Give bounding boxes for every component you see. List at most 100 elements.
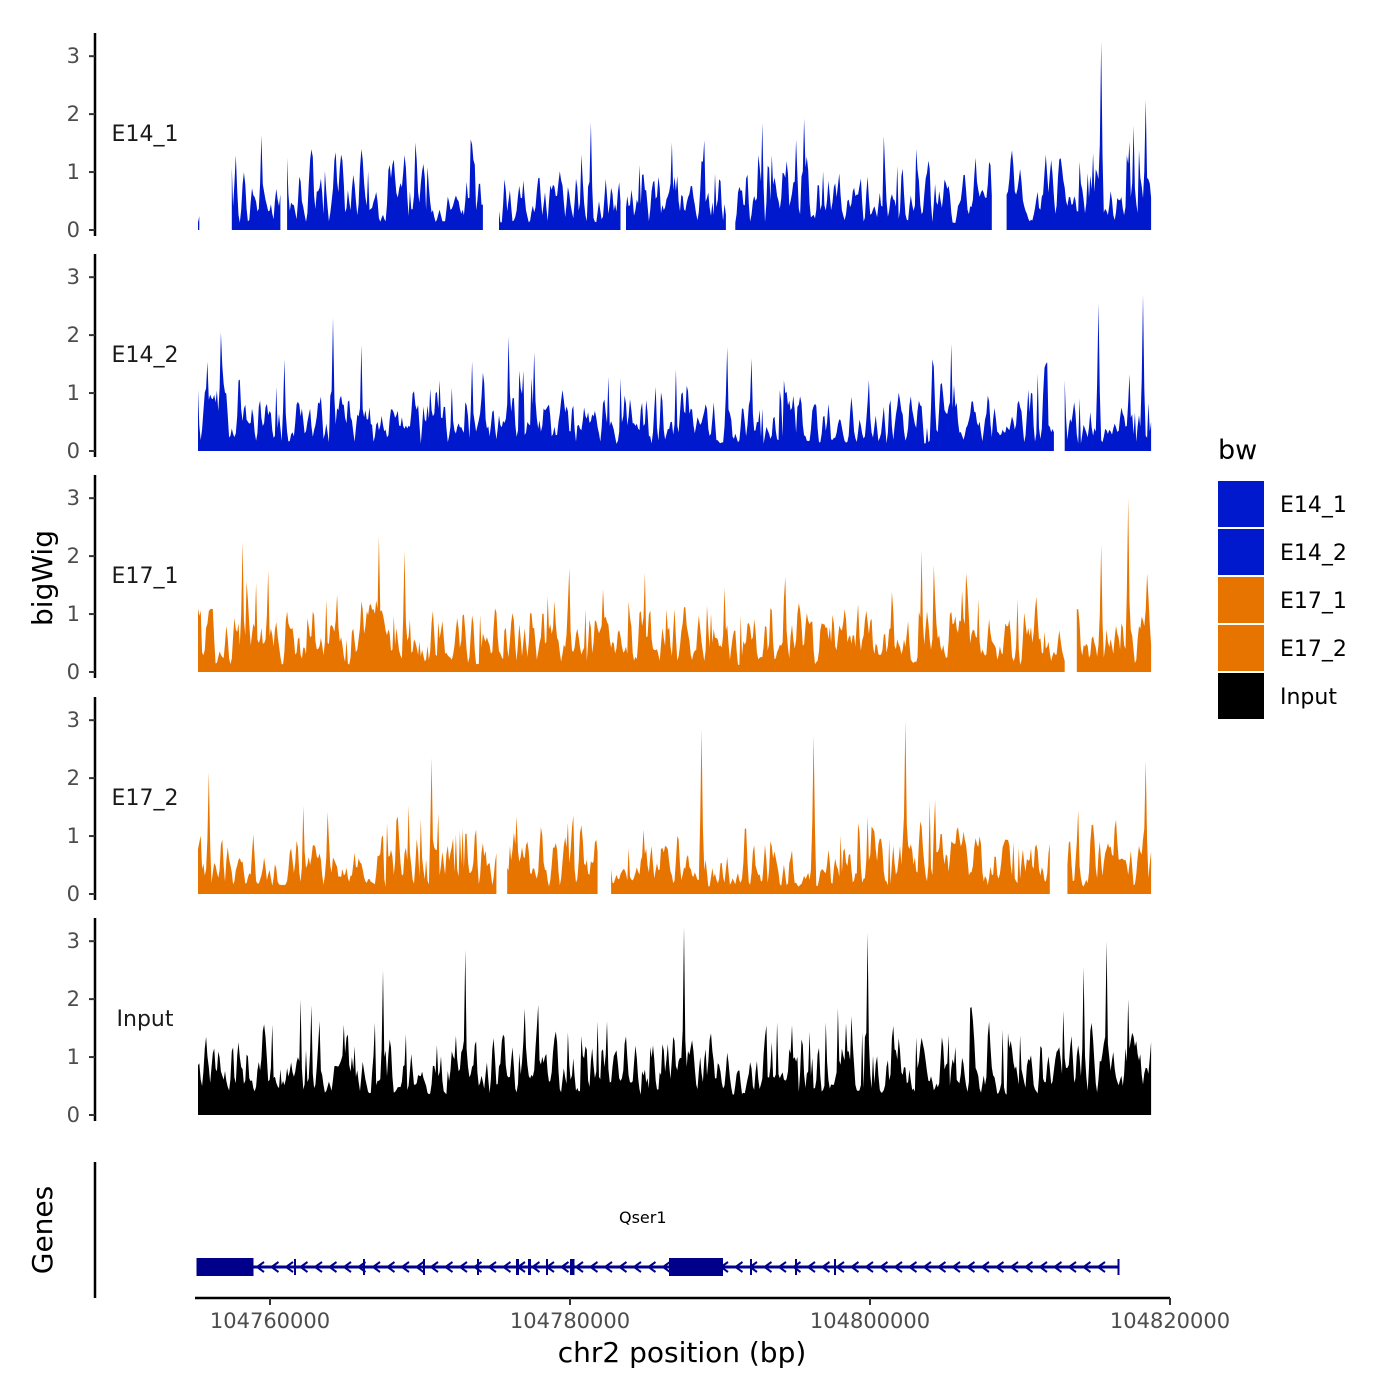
- strand-arrow: [1067, 1261, 1077, 1273]
- gene-name-label: Qser1: [619, 1208, 667, 1227]
- y-tick-label: 2: [67, 544, 80, 568]
- x-tick-label: 104760000: [210, 1309, 330, 1333]
- strand-arrow: [588, 1261, 599, 1273]
- track-label: Input: [117, 1007, 174, 1032]
- coverage-area-e14-2: [198, 294, 1152, 451]
- strand-arrow: [472, 1261, 483, 1273]
- coverage-area-e17-2: [198, 720, 1152, 894]
- strand-arrow: [458, 1261, 468, 1273]
- gene-exon: [196, 1258, 254, 1276]
- strand-arrow: [907, 1261, 918, 1273]
- gene-axis-title: Genes: [26, 1186, 59, 1274]
- strand-arrow: [269, 1261, 280, 1273]
- strand-arrow: [835, 1261, 845, 1273]
- y-tick-label: 1: [67, 1045, 80, 1069]
- strand-arrow: [1038, 1261, 1048, 1273]
- legend-items: E14_1 E14_2 E17_1 E17_2 Input: [1218, 481, 1347, 719]
- x-axis: 104760000 104780000 104800000 104820000: [195, 1296, 1230, 1333]
- y-tick-label: 1: [67, 824, 80, 848]
- strand-arrow: [1052, 1261, 1063, 1273]
- gene-exon: [570, 1259, 575, 1275]
- strand-arrow: [530, 1261, 541, 1273]
- strand-arrow: [878, 1261, 889, 1273]
- x-axis-ticks: 104760000 104780000 104800000 104820000: [210, 1298, 1230, 1333]
- gene-track: Qser1: [196, 1208, 1120, 1276]
- strand-arrow: [400, 1261, 410, 1273]
- y-tick-label: 2: [67, 766, 80, 790]
- y-tick-label: 2: [67, 987, 80, 1011]
- coverage-area-e14-1: [198, 41, 1152, 231]
- strand-arrow: [980, 1261, 990, 1273]
- gene-exon: [528, 1259, 531, 1275]
- gene-exon: [363, 1259, 365, 1275]
- strand-arrow: [327, 1261, 338, 1273]
- strand-arrow: [632, 1261, 642, 1273]
- y-tick-label: 3: [67, 44, 80, 68]
- y-tick-label: 1: [67, 381, 80, 405]
- gene-exon: [795, 1259, 797, 1275]
- strand-arrow: [762, 1261, 773, 1273]
- coverage-area-e17-1: [198, 498, 1152, 672]
- strand-arrow: [806, 1261, 816, 1273]
- strand-arrow: [994, 1261, 1005, 1273]
- y-tick-label: 2: [67, 102, 80, 126]
- strand-arrow: [1009, 1261, 1019, 1273]
- strand-arrow: [313, 1261, 323, 1273]
- x-axis-title: chr2 position (bp): [558, 1336, 807, 1369]
- legend-swatch: [1218, 481, 1264, 527]
- track-e17-1: 0 1 2 3: [67, 475, 1152, 684]
- gene-exon: [834, 1259, 836, 1275]
- track-labels: E14_1 E14_2 E17_1 E17_2 Input: [112, 122, 179, 1032]
- strand-arrow: [777, 1261, 787, 1273]
- legend-swatch: [1218, 673, 1264, 719]
- strand-arrow: [487, 1261, 497, 1273]
- strand-arrow: [646, 1261, 657, 1273]
- legend: bw E14_1 E14_2 E17_1 E17_2 Input: [1218, 435, 1347, 719]
- track-input: 0 1 2 3: [67, 918, 1152, 1127]
- strand-arrow: [414, 1261, 425, 1273]
- y-tick-label: 2: [67, 323, 80, 347]
- strand-arrow: [1081, 1261, 1092, 1273]
- y-tick-label: 3: [67, 929, 80, 953]
- strand-arrow: [1096, 1261, 1106, 1273]
- strand-arrow: [820, 1261, 831, 1273]
- strand-arrow: [443, 1261, 454, 1273]
- gene-exon: [294, 1259, 296, 1275]
- y-tick-label: 0: [67, 218, 80, 242]
- legend-label: E17_2: [1280, 637, 1347, 662]
- gene-exon: [423, 1259, 425, 1275]
- strand-arrow: [661, 1261, 671, 1273]
- x-tick-label: 104780000: [510, 1309, 630, 1333]
- strand-arrow: [617, 1261, 628, 1273]
- strand-arrow: [501, 1261, 512, 1273]
- strand-arrow: [559, 1261, 570, 1273]
- track-e14-2: 0 1 2 3: [67, 254, 1152, 463]
- strand-arrow: [1023, 1261, 1034, 1273]
- strand-arrow: [849, 1261, 860, 1273]
- strand-arrow: [603, 1261, 613, 1273]
- legend-label: E14_2: [1280, 541, 1347, 566]
- legend-swatch: [1218, 529, 1264, 575]
- x-tick-label: 104820000: [1110, 1309, 1230, 1333]
- strand-arrow: [255, 1261, 265, 1273]
- strand-arrow: [284, 1261, 294, 1273]
- legend-title: bw: [1218, 435, 1257, 466]
- gene-exon: [750, 1259, 752, 1275]
- y-tick-label: 3: [67, 265, 80, 289]
- y-tick-label: 1: [67, 160, 80, 184]
- track-e17-2: 0 1 2 3: [67, 697, 1152, 906]
- legend-label: E14_1: [1280, 493, 1347, 518]
- strand-arrow: [864, 1261, 874, 1273]
- strand-arrow: [791, 1261, 802, 1273]
- strand-arrow: [574, 1261, 584, 1273]
- strand-arrow: [936, 1261, 947, 1273]
- y-tick-label: 0: [67, 660, 80, 684]
- gene-exon: [546, 1259, 548, 1275]
- legend-swatch: [1218, 625, 1264, 671]
- legend-swatch: [1218, 577, 1264, 623]
- coverage-tracks: 0 1 2 3 0 1 2 3 0 1 2 3 0 1 2 3 0 1 2 3: [67, 33, 1152, 1127]
- y-tick-label: 3: [67, 708, 80, 732]
- legend-label: Input: [1280, 685, 1337, 710]
- strand-arrow: [951, 1261, 961, 1273]
